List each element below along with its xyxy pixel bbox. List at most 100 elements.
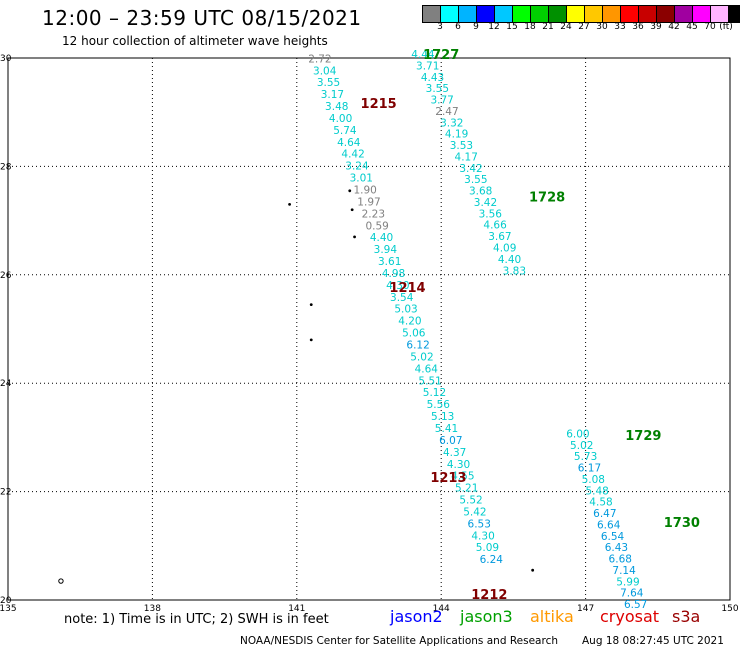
legend-swatch [441, 6, 459, 22]
swh-value: 4.19 [445, 129, 468, 141]
color-legend [422, 5, 740, 23]
swh-value: 4.09 [493, 242, 516, 254]
legend-swatch [513, 6, 531, 22]
lon-tick-label: 147 [577, 604, 594, 614]
swh-value: 5.08 [582, 474, 605, 486]
track-label: 1727 [423, 48, 459, 63]
legend-swatch [567, 6, 585, 22]
island-small-4-icon [531, 568, 535, 572]
legend-swatch [585, 6, 603, 22]
island-chain-2-icon [350, 208, 354, 212]
map-subtitle: 12 hour collection of altimeter wave hei… [62, 34, 328, 48]
swh-value: 5.12 [423, 387, 446, 399]
swh-value: 5.02 [410, 351, 433, 363]
swh-value: 3.24 [345, 161, 369, 173]
satellite-legend-cryosat: cryosat [600, 607, 660, 626]
legend-label: 9 [473, 22, 479, 32]
legend-unit: (ft) [719, 22, 733, 32]
legend-swatch [495, 6, 513, 22]
swh-value: 3.55 [464, 174, 487, 186]
satellite-legend-altika: altika [530, 607, 574, 626]
lon-tick-label: 135 [0, 604, 17, 614]
track-label: 1730 [664, 516, 700, 531]
swh-value: 4.44 [411, 49, 435, 61]
lon-tick-label: 150 [721, 604, 738, 614]
lon-tick-label: 138 [144, 604, 161, 614]
footer-note: note: 1) Time is in UTC; 2) SWH is in fe… [64, 612, 329, 627]
lat-tick-label: 26 [0, 271, 12, 281]
swh-value: 6.24 [480, 554, 504, 566]
satellite-legend-s3a: s3a [672, 607, 701, 626]
swh-value: 3.04 [313, 65, 337, 77]
swh-value: 5.09 [476, 542, 499, 554]
island-small-2-icon [309, 303, 313, 307]
swh-value: 4.20 [398, 316, 421, 328]
swh-value: 3.56 [479, 208, 503, 220]
legend-label: 24 [560, 22, 572, 32]
swh-value: 4.00 [329, 113, 352, 125]
lat-tick-label: 30 [0, 54, 12, 64]
swh-value: 3.48 [325, 101, 348, 113]
satellite-legend-jason2: jason2 [390, 607, 443, 626]
swh-value: 4.43 [421, 72, 444, 84]
swh-value: 4.40 [370, 232, 393, 244]
swh-value: 3.17 [321, 89, 344, 101]
swh-value: 6.00 [566, 428, 589, 440]
swh-value: 4.40 [498, 254, 521, 266]
swh-value: 2.47 [435, 106, 458, 118]
swh-value: 3.53 [450, 140, 473, 152]
track-label: 1214 [389, 281, 425, 296]
legend-swatch [657, 6, 675, 22]
legend-label: 33 [614, 22, 626, 32]
swh-value: 5.21 [455, 483, 478, 495]
swh-value: 5.03 [394, 304, 417, 316]
legend-swatch [423, 6, 441, 22]
swh-value: 6.47 [593, 508, 616, 520]
legend-swatch [729, 6, 740, 22]
swh-value: 3.42 [459, 163, 482, 175]
swh-value: 4.17 [455, 151, 478, 163]
legend-swatch [621, 6, 639, 22]
swh-value: 5.06 [402, 328, 426, 340]
credit-text: NOAA/NESDIS Center for Satellite Applica… [240, 635, 558, 647]
swh-value: 4.42 [341, 149, 364, 161]
legend-label: 27 [578, 22, 590, 32]
swh-value: 4.30 [447, 459, 470, 471]
swh-value: 4.66 [483, 220, 507, 232]
lon-tick-label: 144 [433, 604, 450, 614]
legend-label: 70 [704, 22, 716, 32]
swh-value: 6.12 [406, 340, 429, 352]
legend-label: 3 [437, 22, 443, 32]
swh-value: 5.74 [333, 125, 357, 137]
track-label: 1215 [361, 97, 397, 112]
satellite-legend-jason3: jason3 [460, 607, 513, 626]
swh-value: 3.77 [430, 95, 453, 107]
swh-value: 5.13 [431, 411, 454, 423]
swh-value: 4.98 [382, 268, 405, 280]
swh-value: 6.53 [468, 518, 491, 530]
legend-swatch [603, 6, 621, 22]
swh-value: 3.01 [350, 173, 373, 185]
swh-value: 5.73 [574, 451, 597, 463]
legend-swatch [693, 6, 711, 22]
track-label: 1728 [529, 191, 565, 206]
swh-value: 6.64 [597, 519, 621, 531]
swh-value: 3.94 [374, 244, 398, 256]
swh-value: 4.64 [415, 363, 439, 375]
swh-value: 4.55 [451, 471, 474, 483]
swh-value: 3.55 [426, 83, 449, 95]
swh-value: 2.72 [308, 53, 331, 65]
island-small-3-icon [309, 338, 313, 342]
swh-value: 3.67 [488, 231, 511, 243]
swh-value: 5.02 [570, 440, 593, 452]
map-frame [7, 57, 731, 601]
legend-label: 39 [650, 22, 662, 32]
map-title: 12:00 – 23:59 UTC 08/15/2021 [42, 6, 362, 30]
swh-value: 1.90 [353, 185, 376, 197]
track-label: 1213 [430, 471, 466, 486]
island-chain-1-icon [348, 189, 352, 193]
swh-value: 3.32 [440, 117, 463, 129]
legend-label: 15 [506, 22, 518, 32]
swh-value: 3.68 [469, 186, 492, 198]
swh-value: 5.51 [418, 375, 441, 387]
